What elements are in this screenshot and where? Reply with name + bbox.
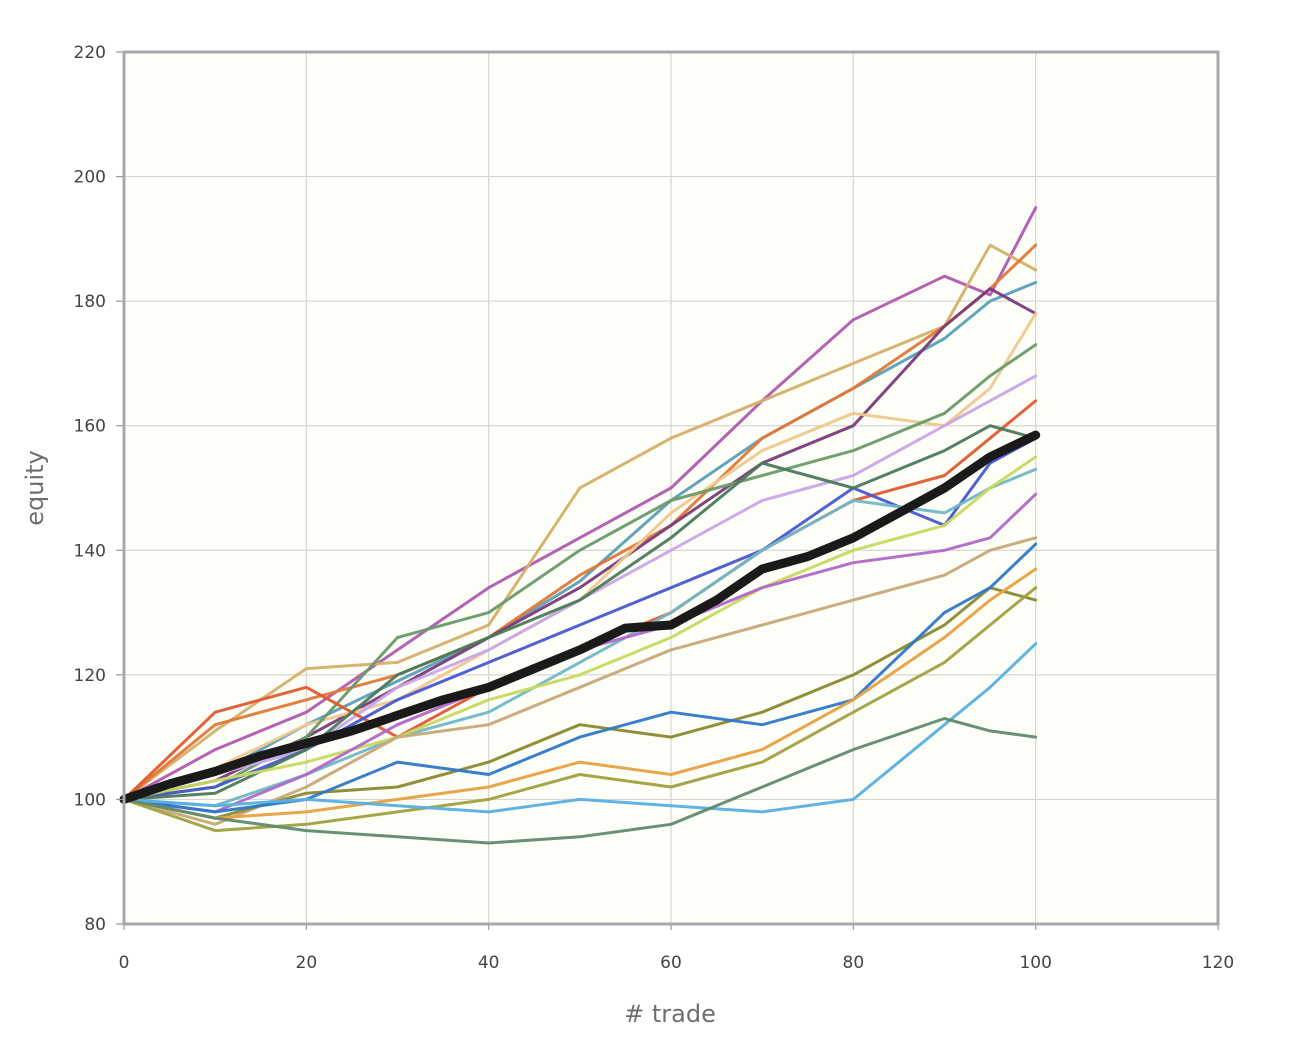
- equity-series-line: [122, 455, 1038, 801]
- y-tick-label: 160: [74, 417, 106, 437]
- y-axis-title: equity: [21, 450, 49, 526]
- x-tick-label: 60: [660, 953, 682, 973]
- equity-series-line: [122, 243, 1038, 801]
- equity-series-line: [122, 717, 1038, 845]
- x-tick-label: 100: [1019, 953, 1051, 973]
- mean-equity-line: [119, 430, 1041, 804]
- y-tick-label: 80: [84, 915, 106, 935]
- equity-series-line: [122, 586, 1038, 833]
- equity-series-line: [122, 206, 1038, 801]
- y-tick-label: 220: [74, 43, 106, 63]
- equity-series-line: [122, 642, 1038, 814]
- y-tick-label: 180: [74, 292, 106, 312]
- y-tick-label: 200: [74, 168, 106, 188]
- y-tick-label: 100: [74, 790, 106, 810]
- y-tick-label: 120: [74, 666, 106, 686]
- x-tick-label: 0: [119, 953, 130, 973]
- x-tick-label: 40: [478, 953, 500, 973]
- y-tick-label: 140: [74, 541, 106, 561]
- axis-layer: 0 20 40 60 80 100 120 80 100 120 140 160 180 200 220: [74, 43, 1235, 973]
- equity-series-line: [122, 374, 1038, 801]
- x-axis-title: # trade: [624, 1000, 716, 1028]
- equity-series-line: [122, 312, 1038, 801]
- x-tick-label: 120: [1202, 953, 1234, 973]
- plot-frame: [122, 50, 1220, 926]
- x-tick-label: 80: [843, 953, 865, 973]
- series-layer: [119, 206, 1041, 845]
- equity-series-line: [122, 424, 1038, 801]
- equity-series-line: [122, 586, 1038, 820]
- equity-series-line: [122, 492, 1038, 814]
- equity-series-line: [122, 567, 1038, 820]
- equity-series-line: [122, 536, 1038, 826]
- x-tick-label: 20: [296, 953, 318, 973]
